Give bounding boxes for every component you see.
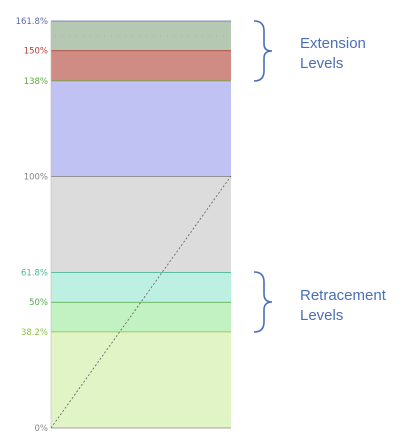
extension-label-line1: Extension	[300, 35, 366, 52]
level-label-138: 138%	[24, 77, 48, 87]
band-150-to-161-8	[51, 21, 231, 51]
level-label-100: 100%	[24, 172, 48, 182]
extension-annotation: Extension Levels	[253, 20, 366, 82]
band-100-to-138	[51, 80, 231, 177]
level-labels: 161.8% 150% 138% 100% 61.8% 50% 38.2% 0%	[16, 17, 48, 434]
retracement-label-line1: Retracement	[300, 287, 387, 304]
retracement-label-line2: Levels	[300, 307, 343, 324]
band-138-to-150	[51, 50, 231, 81]
band-61-8-to-100	[51, 176, 231, 273]
level-label-38-2: 38.2%	[21, 328, 48, 338]
level-label-61-8: 61.8%	[21, 269, 48, 279]
level-label-0: 0%	[35, 424, 49, 434]
extension-label-line2: Levels	[300, 55, 343, 72]
retracement-brace	[253, 271, 273, 333]
extension-brace	[253, 20, 273, 82]
band-38-2-to-50	[51, 302, 231, 332]
level-label-161-8: 161.8%	[16, 17, 48, 27]
band-0-to-38-2	[51, 331, 231, 428]
band-50-to-61-8	[51, 272, 231, 303]
level-bands	[51, 21, 231, 428]
level-lines	[50, 20, 231, 429]
level-label-150: 150%	[24, 47, 48, 57]
retracement-annotation: Retracement Levels	[253, 271, 387, 333]
level-label-50: 50%	[29, 298, 48, 308]
